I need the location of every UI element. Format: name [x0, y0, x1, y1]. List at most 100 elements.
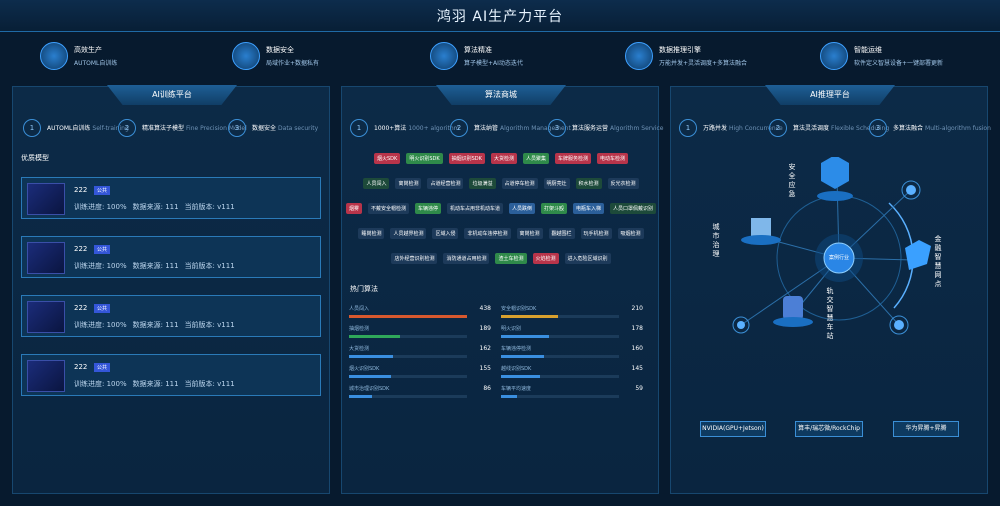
ranking-track	[349, 395, 467, 398]
algorithm-tag[interactable]: 店外经营识别检测	[391, 253, 438, 264]
algorithm-tag[interactable]: 车牌服务检测	[554, 153, 591, 164]
algorithm-tag[interactable]: 占道经营检测	[427, 178, 464, 189]
model-tag: 公共	[94, 186, 111, 195]
icon-train	[783, 296, 803, 320]
algorithm-tag[interactable]: 人员聚集	[522, 153, 549, 164]
step-title: 数据安全 Data security	[252, 125, 319, 132]
feature-title: 数据推理引擎	[659, 46, 701, 54]
ranking-name: 车辆平均速度	[501, 386, 532, 392]
algorithm-tag[interactable]: 明火识别SDK	[406, 153, 443, 164]
tag-row: 烟火SDK 明火识别SDK 抽烟识别SDK 大货检测 人员聚集 车牌服务检测 电动车检测	[348, 153, 654, 164]
ranking-track	[349, 375, 467, 378]
algorithm-tag[interactable]: 烟火SDK	[374, 153, 401, 164]
hardware-button[interactable]: NVIDIA(GPU+Jetson)	[700, 421, 766, 437]
step-subtitle: Algorithm Management	[500, 125, 571, 132]
step-title: 多算法融合 Multi-algorithm fusion	[893, 125, 991, 132]
ranking-bar	[349, 395, 373, 398]
ranking-name: 明火识别	[501, 326, 522, 332]
algorithm-tag[interactable]: 人员跌倒	[509, 203, 536, 214]
step-number: 1	[23, 119, 41, 137]
algorithm-tag[interactable]: 离岗检测	[395, 178, 422, 189]
model-tag: 公共	[94, 304, 111, 313]
algorithm-tag[interactable]: 玩手机检测	[580, 228, 612, 239]
algorithm-tag[interactable]: 不戴安全帽检测	[367, 203, 409, 214]
center-node	[823, 242, 855, 274]
step-number: 1	[350, 119, 368, 137]
step-title: AUTOML自训练 Self-training	[47, 125, 129, 132]
model-card[interactable]: 222 公共 训练进度: 100% 数据来源: 111 当前版本: v111	[21, 354, 321, 396]
step-number: 3	[869, 119, 887, 137]
algorithm-tag[interactable]: 火焰检测	[532, 253, 559, 264]
feature-subtitle: 软件定义智慧设备+一键部署更新	[854, 60, 944, 67]
industry-label: 轨交智慧车站	[826, 287, 834, 341]
algorithm-tag[interactable]: 明厨亮灶	[543, 178, 570, 189]
header-bar: 鸿羽 AI生产力平台	[0, 0, 1000, 32]
algorithm-tag[interactable]: 区域入侵	[432, 228, 459, 239]
model-card[interactable]: 222 公共 训练进度: 100% 数据来源: 111 当前版本: v111	[21, 177, 321, 219]
algorithm-tag[interactable]: 打架斗殴	[541, 203, 568, 214]
algorithm-tag[interactable]: 消防通道占用检测	[443, 253, 490, 264]
model-stats: 训练进度: 100% 数据来源: 111 当前版本: v111	[74, 261, 241, 271]
algorithm-tag[interactable]: 抽烟识别SDK	[448, 153, 485, 164]
model-stats: 训练进度: 100% 数据来源: 111 当前版本: v111	[74, 379, 241, 389]
node-dot	[894, 320, 904, 330]
model-tag: 公共	[94, 363, 111, 372]
algorithm-tag[interactable]: 大货检测	[490, 153, 517, 164]
algorithm-tag[interactable]: 吸烟检测	[617, 228, 644, 239]
algorithm-tag[interactable]: 机动车占用非机动车道	[446, 203, 503, 214]
algorithm-tag[interactable]: 睡岗检测	[358, 228, 385, 239]
algorithm-tag[interactable]: 烟雾	[345, 203, 362, 214]
algorithm-tag[interactable]: 非机动车违停检测	[464, 228, 511, 239]
step-subtitle: High Concurrence	[729, 125, 783, 132]
pedestal	[817, 191, 853, 201]
step-number: 2	[769, 119, 787, 137]
market-panel: 算法商城 1 1000+算法 1000+ algorithm 2 算法纳管 Algorith…	[341, 85, 663, 494]
algorithm-tag[interactable]: 人员闯入	[363, 178, 390, 189]
algorithm-tag[interactable]: 占道停车检测	[501, 178, 538, 189]
ranking-track	[349, 355, 467, 358]
model-name: 222	[74, 304, 88, 312]
algorithm-tag[interactable]: 渣土车检测	[495, 253, 527, 264]
training-panel: AI训练平台 1 AUTOML自训练 Self-training 2 精准算法子模型 Fin…	[12, 85, 330, 494]
ranking-item: 车辆平均速度 59	[501, 385, 643, 403]
step-subtitle: 1000+ algorithm	[408, 125, 460, 132]
algorithm-tag[interactable]: 进入危险区域识别	[564, 253, 611, 264]
ranking-bar	[349, 375, 391, 378]
ranking-bar	[501, 355, 545, 358]
icon-city	[751, 218, 771, 238]
algorithm-tag[interactable]: 积水检测	[575, 178, 602, 189]
algorithm-tag[interactable]: 翻越围栏	[548, 228, 575, 239]
step-number: 2	[118, 119, 136, 137]
algorithm-tag[interactable]: 离岗检测	[516, 228, 543, 239]
ranking-track	[349, 315, 467, 318]
algorithm-tag[interactable]: 人员口罩佩戴识别	[610, 203, 657, 214]
tag-row: 睡岗检测 人员越界检测 区域入侵 非机动车违停检测 离岗检测 翻越围栏 玩手机检测 吸烟检测	[348, 228, 654, 239]
feature-title: 智能运维	[854, 46, 882, 54]
ranking-value: 59	[635, 385, 643, 392]
hardware-button[interactable]: 算丰/瑞芯微/RockChip	[795, 421, 863, 437]
ranking-value: 438	[479, 305, 491, 312]
model-name: 222	[74, 186, 88, 194]
ranking-value: 86	[483, 385, 491, 392]
feature: 数据安全 局域作业+数据私有	[232, 40, 402, 74]
model-card[interactable]: 222 公共 训练进度: 100% 数据来源: 111 当前版本: v111	[21, 295, 321, 337]
hardware-button[interactable]: 华为昇腾+昇腾	[893, 421, 959, 437]
ranking-bar	[349, 315, 467, 318]
algorithm-tag[interactable]: 垃圾满溢	[469, 178, 496, 189]
ranking-bar	[501, 315, 558, 318]
algorithm-tag[interactable]: 反光衣检测	[607, 178, 639, 189]
node-ring	[901, 180, 921, 200]
node-ring	[889, 315, 909, 335]
model-card[interactable]: 222 公共 训练进度: 100% 数据来源: 111 当前版本: v111	[21, 236, 321, 278]
step-subtitle: Self-training	[92, 125, 129, 132]
panel-tab: 算法商城	[436, 85, 566, 105]
feature: 高效生产 AUTOML自训练	[40, 40, 210, 74]
model-progress: 训练进度: 100%	[74, 321, 127, 329]
algorithm-tag[interactable]: 车辆违停	[414, 203, 441, 214]
algorithm-tag[interactable]: 电瓶车入梯	[573, 203, 605, 214]
algorithm-tag[interactable]: 人员越界检测	[390, 228, 427, 239]
feature: 智能运维软件定义智慧设备+一键部署更新	[820, 40, 990, 74]
algorithm-tag[interactable]: 电动车检测	[596, 153, 628, 164]
ranking-value: 160	[631, 345, 643, 352]
